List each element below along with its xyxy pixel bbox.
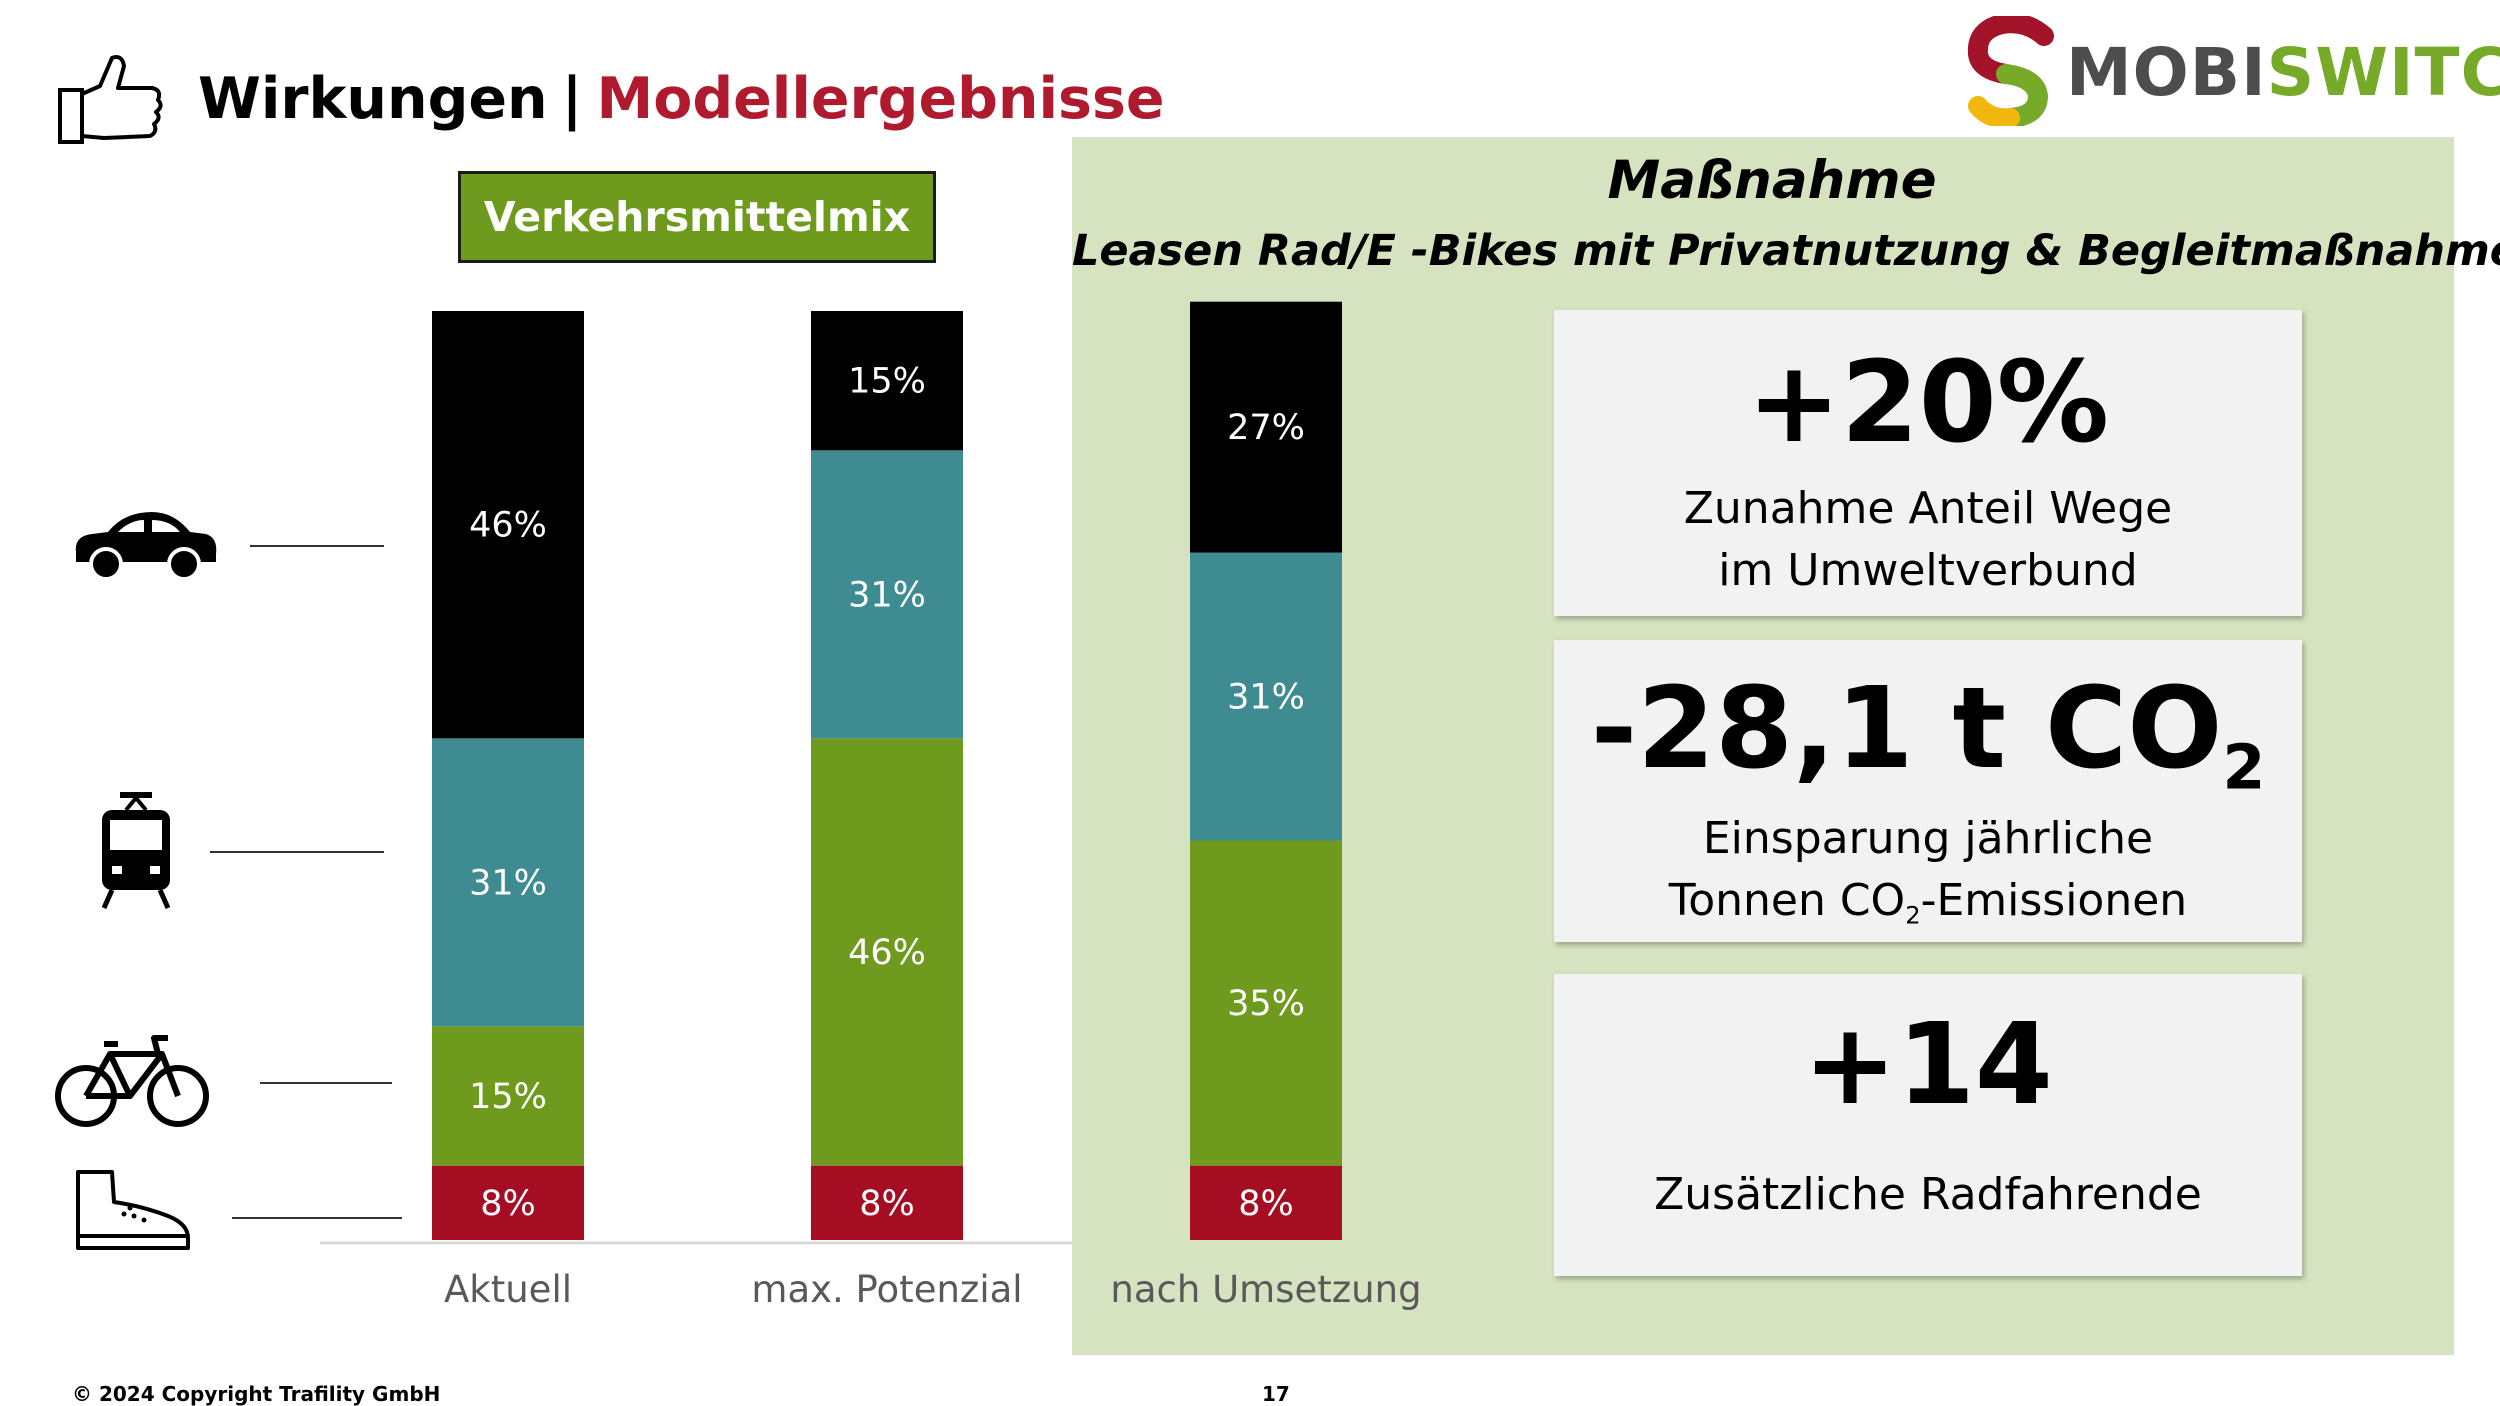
kpi-desc-line: im Umweltverbund: [1718, 545, 2138, 596]
bar-segment-public-transport: [1190, 552, 1342, 841]
car-icon: [75, 512, 217, 581]
bar-value-label: 31%: [1227, 678, 1305, 718]
category-label: max. Potenzial: [751, 1268, 1022, 1311]
kpi-description: Zusätzliche Radfahrende: [1554, 1164, 2302, 1226]
kpi-desc-line: Einsparung jährliche: [1702, 813, 2154, 864]
bar-segment-bike: [1190, 840, 1342, 1166]
bar-value-label: 15%: [469, 1077, 547, 1117]
logo-text-mobi: MOBI: [2066, 34, 2267, 111]
category-label: nach Umsetzung: [1110, 1268, 1421, 1311]
bar-value-label: 31%: [848, 575, 926, 615]
bar-segment-walk: [1190, 1165, 1342, 1240]
measure-subtitle: Leasen Rad/E -Bikes mit Privatnutzung & …: [1072, 226, 2500, 276]
kpi-desc-pre: Tonnen CO: [1668, 875, 1906, 926]
bike-icon: [55, 1035, 209, 1127]
shoe-icon: [76, 1170, 190, 1250]
kpi-description: Einsparung jährliche Tonnen CO2-Emission…: [1554, 808, 2302, 946]
bar-segment-car: [432, 311, 584, 739]
copyright-text: © 2024 Copyright Trafility GmbH: [72, 1382, 441, 1406]
kpi-card-cyclists: +14 Zusätzliche Radfahrende: [1554, 974, 2302, 1276]
kpi-value: +20%: [1747, 338, 2109, 468]
bar-segment-walk: [432, 1165, 584, 1240]
kpi-description: Zunahme Anteil Wege im Umweltverbund: [1554, 478, 2302, 602]
measure-title: Maßnahme: [1607, 150, 1937, 211]
tram-icon: [101, 792, 171, 910]
kpi-value-subscript: 2: [2222, 731, 2266, 804]
kpi-value: +14: [1803, 1000, 2053, 1130]
kpi-value: -28,1 t CO2: [1554, 664, 2302, 804]
bar-value-label: 31%: [469, 863, 547, 903]
bar-segment-car: [1190, 301, 1342, 553]
kpi-card-share: +20% Zunahme Anteil Wege im Umweltverbun…: [1554, 310, 2302, 616]
s-logo-icon: [1967, 16, 2054, 126]
bar-segment-walk: [811, 1165, 963, 1240]
title-main: Wirkungen: [198, 66, 548, 132]
mobiswitch-logo: MOBISWITCH: [1966, 16, 2500, 126]
bar-value-label: 15%: [848, 362, 926, 402]
kpi-desc-line: Tonnen CO2-Emissionen: [1554, 870, 2302, 946]
thumbs-up-icon: [58, 55, 163, 144]
kpi-value-main: -28,1 t CO: [1590, 664, 2223, 794]
category-label: Aktuell: [444, 1268, 572, 1311]
kpi-desc-line: Zunahme Anteil Wege: [1683, 483, 2173, 534]
bar-value-label: 27%: [1227, 408, 1305, 448]
title-accent: Modellergebnisse: [596, 66, 1165, 132]
bar-segment-bike: [811, 738, 963, 1166]
kpi-card-co2: -28,1 t CO2 Einsparung jährliche Tonnen …: [1554, 640, 2302, 942]
chart-badge: Verkehrsmittelmix: [458, 171, 936, 263]
kpi-desc-post: -Emissionen: [1920, 875, 2188, 926]
bar-value-label: 46%: [469, 506, 547, 546]
bar-segment-public-transport: [811, 450, 963, 739]
bar-segment-car: [811, 311, 963, 451]
kpi-desc-subscript: 2: [1905, 901, 1921, 930]
bar-value-label: 35%: [1227, 984, 1305, 1024]
logo-text: MOBISWITCH: [2066, 34, 2500, 111]
kpi-desc-line: Zusätzliche Radfahrende: [1654, 1169, 2202, 1220]
bar-segment-public-transport: [432, 738, 584, 1027]
logo-text-switch: SWITCH: [2266, 34, 2500, 111]
bar-value-label: 46%: [848, 933, 926, 973]
title-separator: |: [561, 66, 583, 132]
bar-segment-bike: [432, 1026, 584, 1166]
bar-value-label: 8%: [859, 1184, 915, 1224]
page-number: 17: [1262, 1382, 1290, 1406]
bar-value-label: 8%: [480, 1184, 536, 1224]
page-title: Wirkungen | Modellergebnisse: [198, 66, 1165, 132]
legend-guide-lines: [210, 545, 402, 1219]
bar-value-label: 8%: [1238, 1184, 1294, 1224]
